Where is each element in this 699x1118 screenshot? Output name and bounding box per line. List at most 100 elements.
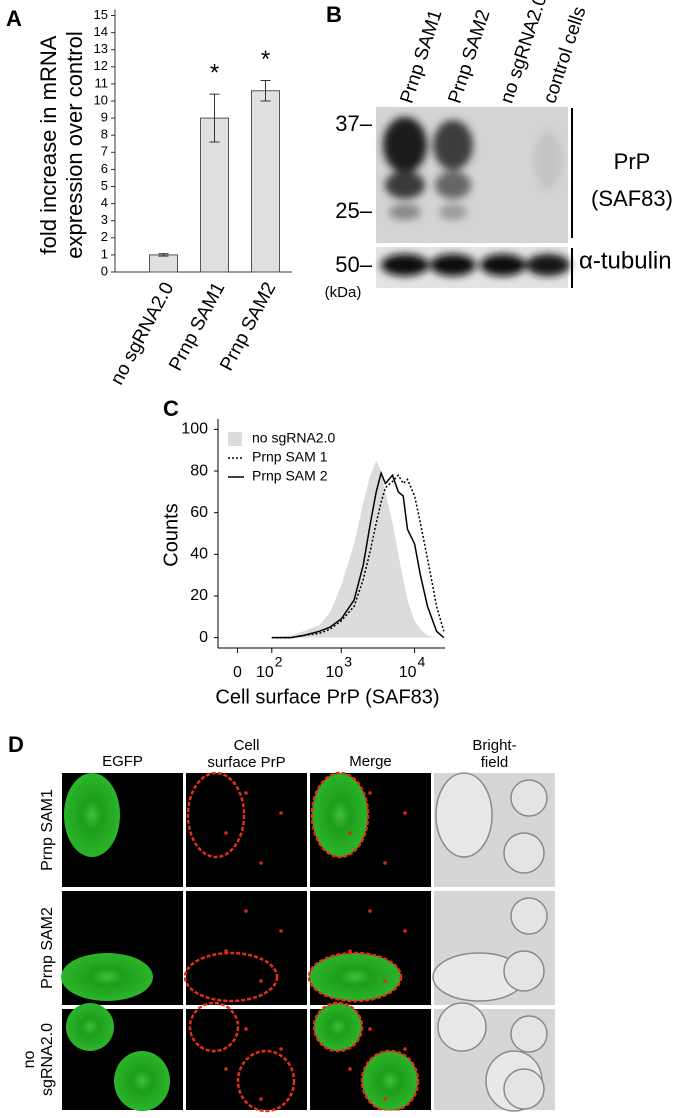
prp-speckle [279,929,283,933]
column-header: surface PrP [207,754,285,771]
prp-speckle [368,909,372,913]
lane-label: Prnp SAM1 [397,7,447,106]
prp-signal [307,951,403,1003]
y-tick-label: 4 [101,195,108,210]
y-tick-label: 3 [101,212,108,227]
bar [149,254,178,273]
prp-speckle [259,861,263,865]
x-tick-exponent: 3 [344,654,352,670]
y-tick-label: 15 [94,7,108,22]
micrograph [186,773,307,887]
prp-speckle [348,831,352,835]
prp-speckle [244,909,248,913]
legend-label: no sgRNA2.0 [252,430,335,446]
row-label: sgRNA2.0 [39,1023,56,1096]
y-tick-label: 2 [101,229,108,244]
panel-letter: D [8,732,24,757]
row-label: Prnp SAM2 [39,907,56,989]
gfp-cell [312,773,368,857]
row-label: no [21,1051,38,1069]
y-tick-label: 0 [101,263,108,278]
brightfield-cell [510,1015,548,1053]
y-tick-label: 20 [190,587,208,604]
prp-speckle [403,1047,407,1051]
gfp-cell [114,1051,170,1111]
x-tick-label: 0 [233,664,242,681]
y-tick-label: 8 [101,127,108,142]
histogram-line [271,473,445,639]
blot-bands [381,117,570,276]
y-axis-label: Counts [160,503,182,566]
x-tick-exponent: 4 [418,654,426,670]
y-tick-label: 12 [94,58,108,73]
prp-signal [310,771,370,859]
y-tick-label: 80 [190,462,208,479]
gfp-cell [309,953,401,1001]
column-header: Cell [234,737,260,754]
y-tick-label: 11 [95,75,109,90]
panel-letter: C [163,396,179,421]
lane-label: control cells [540,4,591,106]
prp-speckle [244,791,248,795]
legend-label: Prnp SAM 1 [252,449,328,465]
mw-unit: (kDa) [325,284,362,301]
column-header: field [481,754,509,771]
lane-label: Prnp SAM2 [445,7,495,106]
prp-speckle [224,831,228,835]
y-tick-label: 6 [101,161,108,176]
x-tick-label: 10 [399,664,417,681]
bar [200,117,229,273]
x-tick-label: no sgRNA2.0 [107,279,179,389]
error-bar [260,79,271,102]
panel-letter: A [6,6,22,31]
prp-speckle [279,1047,283,1051]
brightfield-cell [503,1068,545,1110]
prp-speckle [259,1097,263,1101]
prp-speckle [403,929,407,933]
y-tick-label: 5 [101,178,108,193]
mw-marker: 50– [335,252,372,277]
y-tick-label: 100 [181,421,208,438]
prp-speckle [279,811,283,815]
prp-speckle [383,861,387,865]
y-tick-label: 9 [101,110,108,125]
x-tick-label: 10 [256,664,274,681]
error-bar [209,93,220,143]
x-axis-label: Cell surface PrP (SAF83) [215,686,439,708]
gfp-cell [362,1051,418,1111]
brightfield-cell [437,1002,487,1052]
y-tick-label: 60 [190,504,208,521]
antibody-label: PrP [614,149,651,174]
row-label: Prnp SAM1 [39,789,56,871]
significance-mark: * [210,60,219,87]
prp-speckle [224,949,228,953]
prp-speckle [403,811,407,815]
brightfield-cell [510,897,548,935]
prp-speckle [224,1067,228,1071]
prp-speckle [348,1067,352,1071]
brightfield-cell [510,779,548,817]
brightfield-cell [503,832,545,874]
histogram-area [271,460,444,638]
prp-speckle [383,1097,387,1101]
antibody-label: α-tubulin [579,247,672,274]
legend-label: Prnp SAM 2 [252,468,328,484]
antibody-label: (SAF83) [591,186,673,211]
column-header: EGFP [102,753,143,770]
x-tick-exponent: 2 [275,654,283,670]
gfp-cell [61,953,153,1001]
prp-speckle [244,1027,248,1031]
bar [251,90,280,273]
gfp-cell [66,1003,114,1051]
brightfield-cell [503,950,545,992]
mw-marker: 37– [335,111,372,136]
brightfield-cell [435,772,493,858]
prp-speckle [259,979,263,983]
mw-marker: 25– [335,198,372,223]
y-tick-label: 13 [94,41,108,56]
prp-speckle [368,791,372,795]
legend-swatch [228,432,242,446]
y-tick-label: 0 [199,629,208,646]
column-header: Bright- [472,737,516,754]
